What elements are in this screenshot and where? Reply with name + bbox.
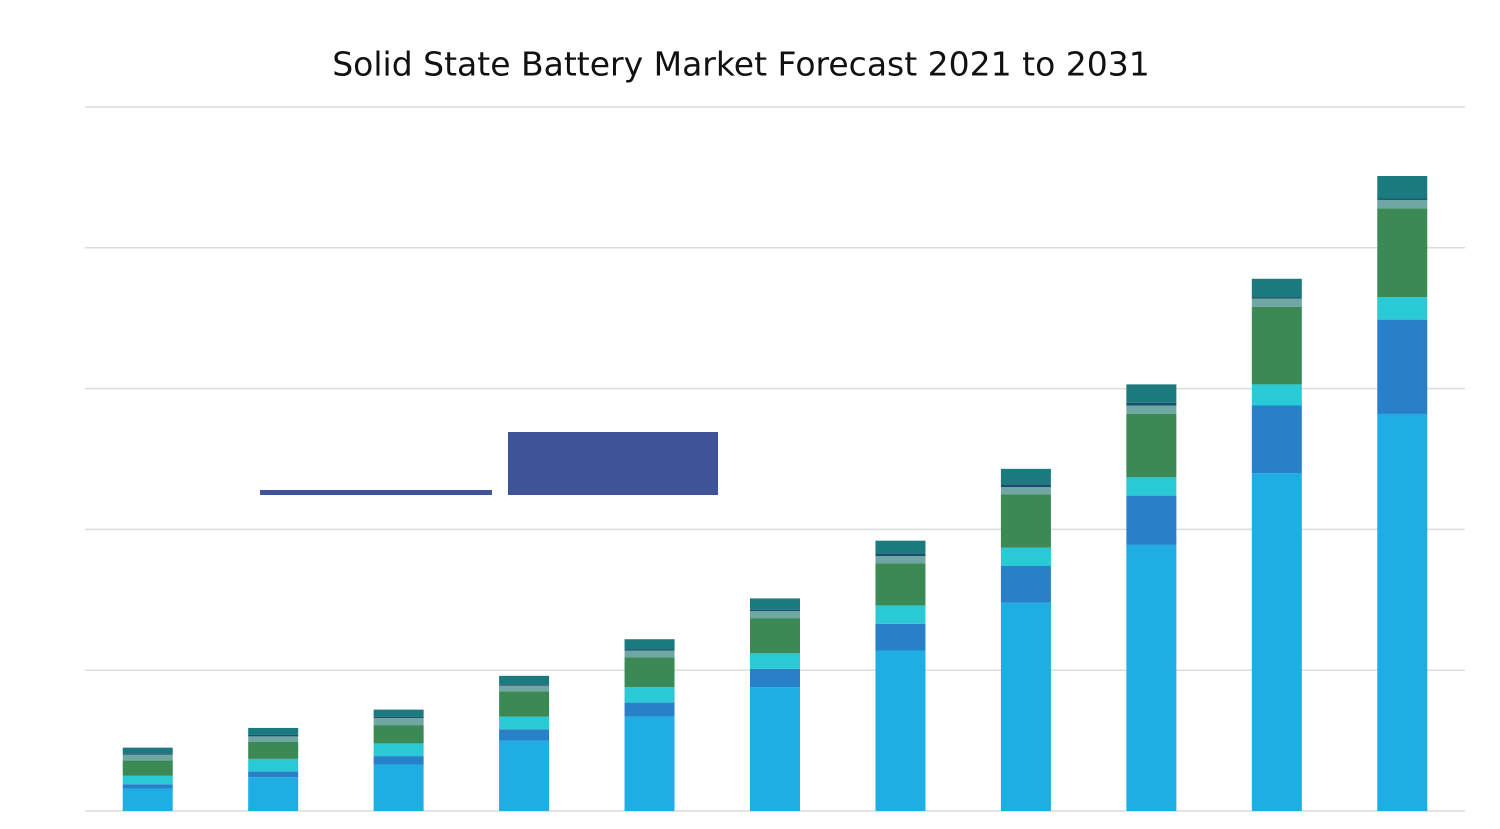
bar-segment: [1251, 473, 1302, 811]
bar-segment: [122, 775, 173, 785]
bar-segment: [1126, 477, 1177, 496]
bar-segment: [750, 668, 800, 688]
bar-segment: [750, 687, 800, 811]
bar-segment: [1251, 384, 1302, 406]
bar-segment: [373, 716, 424, 719]
bar-segment: [373, 756, 424, 765]
bar-segment: [624, 650, 675, 658]
bar-segment: [624, 702, 675, 717]
bar-segment: [1126, 384, 1177, 403]
bar-segment: [373, 718, 424, 726]
bar-segment: [248, 727, 299, 735]
bar-segment: [750, 609, 800, 612]
bar-segment: [1377, 208, 1428, 298]
bar-segment: [373, 725, 424, 744]
bar-segment: [875, 650, 926, 811]
bar-segment: [1377, 175, 1428, 199]
bar-segment: [1251, 306, 1302, 385]
bar-segment: [1251, 298, 1302, 307]
bar-segment: [1126, 544, 1177, 811]
bar-segment: [624, 687, 675, 703]
bar-segment: [499, 685, 550, 692]
bar-segment: [875, 563, 926, 606]
bar-segment: [1251, 278, 1302, 298]
bar-segment: [248, 736, 299, 743]
bar-segment: [1000, 494, 1051, 548]
bar-segment: [750, 598, 800, 610]
bar-segment: [750, 653, 800, 669]
bar-segment: [875, 540, 926, 554]
bar-segment: [499, 740, 550, 811]
bar-segment: [122, 753, 173, 755]
bar-segment: [499, 729, 550, 741]
bar-segment: [1377, 297, 1428, 320]
bar-segment: [875, 623, 926, 651]
logo-box: [508, 432, 718, 495]
chart-title: Solid State Battery Market Forecast 2021…: [332, 45, 1150, 84]
bar-segment: [499, 716, 550, 730]
logo-underline: [260, 490, 492, 495]
bar-segment: [624, 657, 675, 688]
bar-segment: [1377, 199, 1428, 209]
bar-segment: [1251, 405, 1302, 474]
bar-segment: [248, 771, 299, 778]
bar-segment: [1251, 297, 1302, 299]
bar-segment: [248, 758, 299, 772]
bar-segment: [1126, 402, 1177, 406]
bar-segment: [1126, 405, 1177, 414]
bar-segment: [248, 734, 299, 737]
bar-segment: [1000, 487, 1051, 495]
bar-segment: [373, 743, 424, 757]
bar-segment: [248, 742, 299, 759]
bar-segment: [499, 684, 550, 686]
bar-segment: [624, 639, 675, 650]
bar-segment: [122, 760, 173, 776]
bar-segment: [1000, 602, 1051, 811]
bar-segment: [624, 649, 675, 651]
bar-segment: [373, 764, 424, 811]
bar-segment: [1377, 413, 1428, 811]
bar-segment: [499, 691, 550, 717]
bar-segment: [373, 709, 424, 717]
bar-segment: [499, 675, 550, 685]
bar-segment: [1000, 484, 1051, 488]
bar-segment: [122, 747, 173, 754]
bar-segment: [122, 788, 173, 811]
bar-segment: [122, 754, 173, 761]
bar-segment: [1000, 547, 1051, 567]
bar-segment: [1000, 566, 1051, 603]
bar-segment: [875, 605, 926, 624]
bar-segment: [875, 553, 926, 557]
bar-segment: [875, 556, 926, 564]
bar-segment: [1126, 413, 1177, 478]
bar-segment: [248, 777, 299, 811]
bar-segment: [1126, 495, 1177, 545]
bar-segment: [122, 784, 173, 789]
bar-segment: [1377, 319, 1428, 414]
bar-segment: [750, 618, 800, 654]
bar-segment: [624, 716, 675, 811]
bar-segment: [1000, 468, 1051, 485]
bar-segment: [1377, 198, 1428, 200]
bar-segment: [750, 611, 800, 619]
